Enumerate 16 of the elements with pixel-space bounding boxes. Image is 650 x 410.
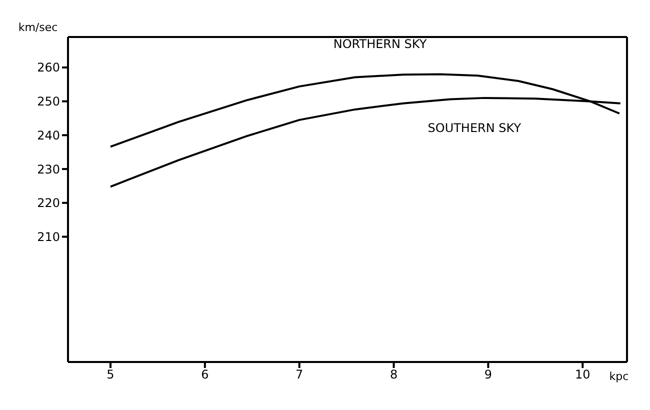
y-tick-label: 220 <box>37 196 60 210</box>
x-tick-label: 10 <box>574 368 590 382</box>
y-tick-label: 240 <box>37 128 60 142</box>
x-axis-title: kpc <box>609 370 629 383</box>
y-tick-label: 230 <box>37 162 60 176</box>
x-tick-label: 8 <box>390 368 398 382</box>
y-tick-label: 260 <box>37 60 60 75</box>
series-label: NORTHERN SKY <box>333 37 428 52</box>
x-tick-label: 5 <box>106 368 114 382</box>
x-tick-label: 6 <box>201 368 209 382</box>
x-tick-label: 9 <box>484 368 492 382</box>
y-tick-label: 250 <box>37 94 60 109</box>
y-tick-label: 210 <box>37 230 60 244</box>
y-axis-title: km/sec <box>18 21 58 34</box>
x-tick-label: 7 <box>296 368 304 382</box>
series-label: SOUTHERN SKY <box>428 120 522 135</box>
